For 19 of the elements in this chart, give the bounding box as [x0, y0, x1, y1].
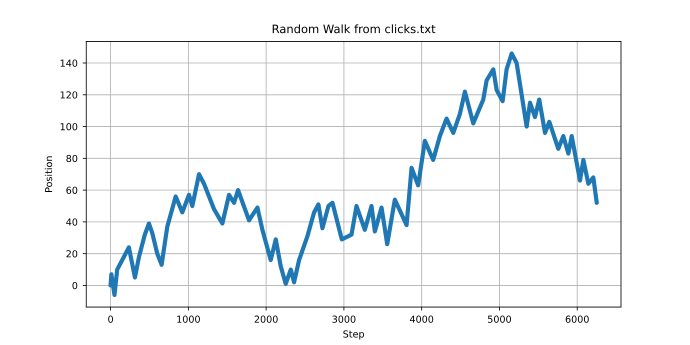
- x-tick-label: 5000: [488, 316, 512, 323]
- x-tick-label: 1000: [177, 316, 200, 323]
- y-tick-label: 120: [60, 91, 78, 99]
- y-axis-title: Position: [44, 156, 52, 192]
- y-tick-label: 20: [66, 250, 78, 258]
- chart-title: Random Walk from clicks.txt: [272, 24, 436, 34]
- y-tick-label: 40: [66, 218, 78, 226]
- x-tick-label: 4000: [410, 316, 434, 323]
- y-tick-label: 100: [60, 123, 78, 130]
- y-tick-label: 60: [66, 186, 78, 194]
- x-tick-label: 2000: [254, 316, 278, 323]
- y-tick-label: 80: [66, 154, 78, 162]
- x-tick-label: 6000: [566, 316, 589, 323]
- x-tick-label: 0: [108, 316, 114, 323]
- y-tick-label: 140: [60, 60, 78, 67]
- x-tick-label: 3000: [332, 316, 356, 323]
- line-series: [108, 51, 599, 298]
- y-tick-label: 0: [72, 282, 78, 290]
- x-axis-title: Step: [343, 330, 364, 340]
